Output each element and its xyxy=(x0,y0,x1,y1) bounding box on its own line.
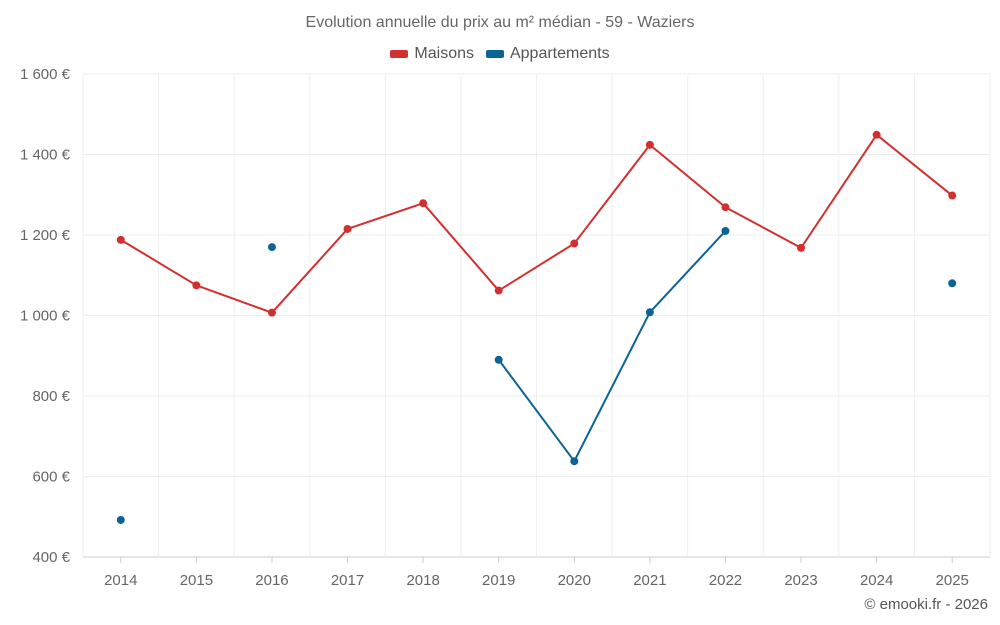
data-point-maisons xyxy=(343,224,352,233)
x-tick-label: 2015 xyxy=(180,572,213,589)
legend-swatch-maisons xyxy=(390,50,409,58)
data-point-maisons xyxy=(494,286,503,295)
legend-item-maisons[interactable]: Maisons xyxy=(390,45,474,63)
data-point-appartements xyxy=(494,355,503,364)
y-tick-label: 800 € xyxy=(32,388,70,405)
y-tick-label: 1 400 € xyxy=(20,147,71,164)
y-tick-label: 600 € xyxy=(32,469,70,486)
chart-title: Evolution annuelle du prix au m² médian … xyxy=(305,14,695,31)
data-point-maisons xyxy=(192,281,201,290)
data-point-appartements xyxy=(948,279,957,288)
legend-swatch-appartements xyxy=(485,50,504,58)
x-tick-label: 2016 xyxy=(255,572,288,589)
x-tick-label: 2024 xyxy=(860,572,893,589)
data-point-maisons xyxy=(267,308,276,317)
data-point-maisons xyxy=(948,191,957,200)
series-line-maisons xyxy=(120,133,953,314)
y-tick-label: 400 € xyxy=(32,549,70,566)
x-tick-label: 2025 xyxy=(936,572,969,589)
data-point-appartements xyxy=(116,515,125,524)
series-line-appartements xyxy=(497,230,727,463)
x-tick-label: 2019 xyxy=(482,572,515,589)
y-tick-label: 1 600 € xyxy=(20,66,71,83)
data-point-maisons xyxy=(419,199,428,208)
x-tick-label: 2018 xyxy=(406,572,439,589)
x-tick-label: 2023 xyxy=(784,572,817,589)
legend-item-appartements[interactable]: Appartements xyxy=(485,45,610,63)
legend-label-appartements: Appartements xyxy=(509,45,610,62)
credit-footer: © emooki.fr - 2026 xyxy=(864,596,988,613)
x-tick-label: 2021 xyxy=(633,572,666,589)
data-point-appartements xyxy=(721,226,730,235)
x-tick-label: 2014 xyxy=(104,572,137,589)
data-point-appartements xyxy=(267,243,276,252)
data-point-appartements xyxy=(645,308,654,317)
y-tick-label: 1 200 € xyxy=(20,227,71,244)
data-point-maisons xyxy=(721,203,730,212)
data-point-appartements xyxy=(570,457,579,466)
legend-label-maisons: Maisons xyxy=(414,45,474,62)
chart-legend: Maisons Appartements xyxy=(0,45,1000,63)
data-point-maisons xyxy=(116,235,125,244)
y-tick-label: 1 000 € xyxy=(20,308,71,325)
data-point-maisons xyxy=(872,130,881,139)
x-tick-label: 2017 xyxy=(331,572,364,589)
data-point-maisons xyxy=(645,140,654,149)
x-tick-label: 2020 xyxy=(558,572,591,589)
data-point-maisons xyxy=(570,239,579,248)
data-point-maisons xyxy=(797,243,806,252)
x-tick-label: 2022 xyxy=(709,572,742,589)
